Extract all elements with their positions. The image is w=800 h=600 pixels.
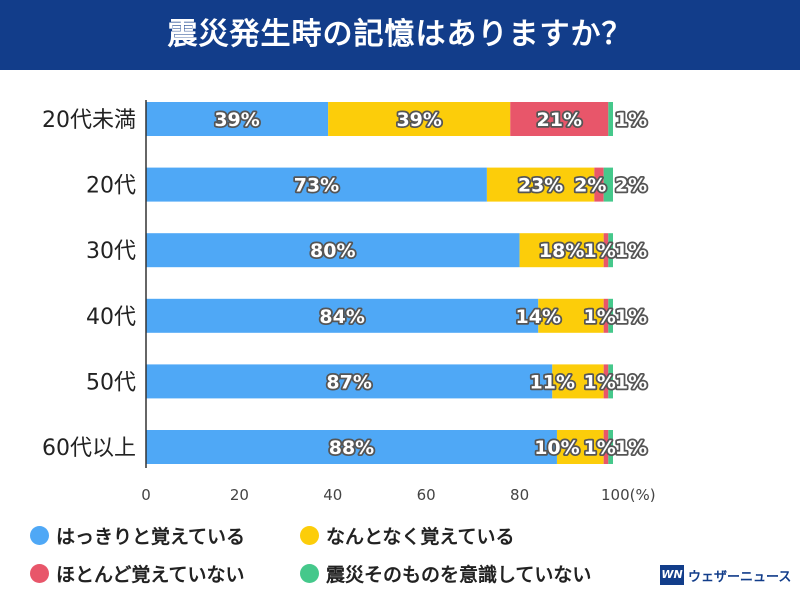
legend-dot-not-aware: [300, 563, 319, 583]
bar-segment: [556, 430, 604, 464]
category-label: 20代: [86, 174, 136, 199]
bar-segment: [519, 233, 604, 268]
data-label: 73%: [294, 175, 339, 197]
bar-segment: [486, 167, 595, 202]
legend-label: 震災そのものを意識していない: [326, 563, 592, 586]
legend-dot-hardly-remember: [30, 563, 49, 583]
data-label: 1%: [584, 371, 616, 393]
stacked-bar-chart: 20代未満 20代 30代 40代 50代 60代以上 39% 39% 21% 1% 73% 23% 2…: [42, 100, 656, 504]
data-label: 21%: [537, 109, 582, 131]
data-label: 39%: [396, 109, 441, 131]
bar-segment: [146, 364, 553, 399]
category-label: 60代以上: [42, 436, 136, 461]
bar-segment: [608, 233, 613, 268]
logo-text: ウェザーニュース: [688, 569, 792, 585]
data-label: 1%: [615, 371, 647, 393]
bar-segment: [328, 102, 511, 136]
data-label: 88%: [329, 437, 374, 459]
bar-segment: [146, 430, 557, 464]
data-label: 1%: [615, 240, 647, 262]
bar-segment: [608, 298, 613, 333]
data-label: 87%: [326, 371, 371, 393]
data-label: 2%: [574, 175, 606, 197]
bar-segment: [146, 102, 329, 136]
x-tick-label: 20: [230, 486, 249, 504]
bar-segment: [146, 233, 520, 268]
data-label: 2%: [615, 175, 647, 197]
legend-item-clearly-remember: はっきりと覚えている: [30, 520, 245, 550]
bar-segment: [146, 298, 539, 333]
chart-title: 震災発生時の記憶はありますか？: [167, 17, 633, 52]
data-label: 80%: [310, 240, 355, 262]
x-tick-label: 60: [417, 486, 436, 504]
x-tick-label: 40: [323, 486, 342, 504]
bar-segment: [608, 364, 613, 399]
x-tick-label: 100(%): [601, 486, 656, 504]
weathernews-logo: WN ウェザーニュース: [660, 562, 791, 588]
data-label: 10%: [534, 437, 579, 459]
data-label: 1%: [615, 437, 647, 459]
category-label: 20代未満: [42, 108, 136, 133]
data-label: 1%: [615, 109, 647, 131]
legend-label: なんとなく覚えている: [326, 525, 515, 548]
legend-label: ほとんど覚えていない: [56, 563, 245, 586]
bar-segment: [538, 298, 604, 333]
bar-segment: [608, 102, 613, 136]
title-bar: 震災発生時の記憶はありますか？: [0, 0, 800, 70]
bar-segment: [608, 430, 613, 464]
x-tick-label: 80: [510, 486, 529, 504]
data-label: 1%: [615, 306, 647, 328]
legend-dot-clearly-remember: [30, 525, 49, 545]
data-label: 1%: [584, 240, 616, 262]
bar-segment: [603, 430, 609, 464]
data-label: 1%: [584, 306, 616, 328]
category-label: 40代: [86, 305, 136, 330]
bar-segment: [603, 167, 613, 202]
data-label: 1%: [584, 437, 616, 459]
legend-dot-vaguely-remember: [300, 525, 319, 545]
bar-segment: [603, 298, 609, 333]
bar-segment: [146, 167, 487, 202]
bar-segment: [552, 364, 604, 399]
legend-item-vaguely-remember: なんとなく覚えている: [300, 520, 514, 550]
bar-segment: [594, 167, 604, 202]
data-label: 11%: [530, 371, 575, 393]
bar-segment: [510, 102, 609, 136]
data-label: 84%: [319, 306, 364, 328]
x-tick-label: 0: [141, 486, 151, 504]
logo-mark: WN: [660, 565, 684, 585]
bar-segment: [603, 364, 609, 399]
legend-item-not-aware: 震災そのものを意識していない: [300, 558, 591, 588]
category-label: 50代: [86, 370, 136, 395]
logo-mark-text: WN: [661, 568, 683, 581]
data-label: 18%: [539, 240, 584, 262]
data-label: 23%: [518, 175, 563, 197]
legend-label: はっきりと覚えている: [56, 525, 246, 548]
bar-segment: [603, 233, 609, 268]
data-label: 14%: [516, 306, 561, 328]
category-label: 30代: [86, 239, 136, 264]
data-label: 39%: [214, 109, 259, 131]
legend-item-hardly-remember: ほとんど覚えていない: [30, 558, 244, 588]
